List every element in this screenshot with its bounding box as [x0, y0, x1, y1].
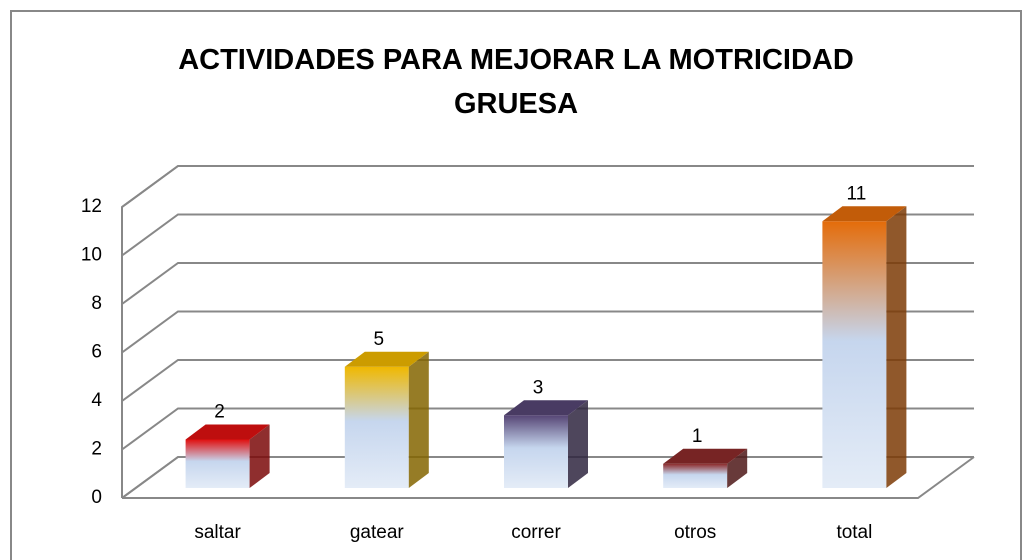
bar-top — [663, 448, 748, 464]
value-label: 5 — [374, 329, 385, 350]
bar-side — [886, 206, 907, 488]
value-label: 2 — [214, 402, 225, 423]
bar-side — [408, 351, 429, 488]
value-label: 3 — [533, 377, 544, 398]
bar-front — [663, 463, 728, 488]
bar-side — [249, 424, 270, 488]
bar-top — [504, 400, 588, 416]
bar-front — [822, 221, 887, 488]
grid-line — [121, 407, 974, 451]
bar — [822, 206, 907, 488]
bar — [663, 448, 748, 488]
value-label: 11 — [847, 183, 867, 204]
grid-line — [121, 165, 974, 208]
x-tick-label: correr — [511, 522, 561, 543]
bar-top — [185, 424, 270, 440]
y-tick-label: 8 — [91, 293, 102, 314]
bar-front — [185, 439, 250, 488]
y-tick-label: 10 — [81, 245, 102, 266]
grid-line — [121, 310, 974, 354]
grid-line — [121, 213, 974, 257]
bar-top — [344, 351, 429, 367]
bar — [185, 424, 270, 488]
grid-line — [121, 359, 974, 402]
bar — [344, 351, 429, 488]
grid-line — [121, 262, 974, 305]
floor — [122, 456, 975, 499]
y-tick-label: 4 — [91, 390, 102, 411]
chart-title: ACTIVIDADES PARA MEJORAR LA MOTRICIDAD G… — [178, 44, 854, 120]
y-tick-label: 0 — [91, 487, 102, 508]
bar-side — [568, 400, 588, 488]
bar-front — [504, 415, 568, 488]
y-tick-label: 2 — [91, 439, 102, 460]
x-tick-label: otros — [674, 522, 716, 543]
x-tick-label: saltar — [194, 522, 241, 543]
bar-front — [344, 366, 409, 488]
y-tick-label: 12 — [81, 196, 102, 217]
value-label: 1 — [692, 426, 703, 447]
bar-top — [822, 206, 907, 222]
bar-side — [727, 448, 748, 488]
bar — [504, 400, 588, 488]
x-tick-label: total — [836, 522, 872, 543]
x-tick-label: gatear — [350, 522, 405, 543]
chart-border — [10, 10, 1022, 560]
y-tick-label: 6 — [91, 342, 102, 363]
